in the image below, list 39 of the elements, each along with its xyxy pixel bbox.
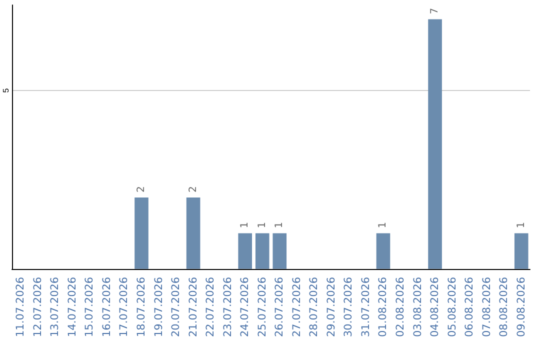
x-tick-label: 17.07.2026 xyxy=(118,276,130,338)
x-tick-label: 09.08.2026 xyxy=(515,276,528,338)
data-label: 1 xyxy=(516,222,527,228)
x-tick-label: 21.07.2026 xyxy=(187,276,200,338)
data-label: 1 xyxy=(256,222,268,228)
data-label: 1 xyxy=(378,222,389,228)
x-tick-label: 18.07.2026 xyxy=(136,276,148,338)
x-tick-label: 05.08.2026 xyxy=(446,276,458,338)
x-tick-label: 16.07.2026 xyxy=(100,276,113,338)
x-tick-label: 20.07.2026 xyxy=(170,276,182,338)
x-tick-label: 31.07.2026 xyxy=(360,276,372,338)
x-tick-label: 03.08.2026 xyxy=(412,276,424,338)
x-tick-label: 08.08.2026 xyxy=(498,276,510,338)
data-label: 1 xyxy=(274,222,286,228)
x-tick-label: 13.07.2026 xyxy=(49,276,62,338)
x-tick-label: 27.07.2026 xyxy=(290,276,303,338)
x-tick-label: 28.07.2026 xyxy=(308,276,320,338)
x-tick-label: 15.07.2026 xyxy=(84,276,96,338)
x-tick-label: 01.08.2026 xyxy=(377,276,390,338)
x-tick-label: 25.07.2026 xyxy=(256,276,268,338)
data-label: 7 xyxy=(430,8,441,14)
x-tick-label: 07.08.2026 xyxy=(480,276,493,338)
x-tick-label: 02.08.2026 xyxy=(394,276,406,338)
data-label: 1 xyxy=(240,222,251,228)
x-tick-label: 12.07.2026 xyxy=(32,276,44,338)
x-tick-label: 30.07.2026 xyxy=(342,276,355,338)
x-tick-label: 24.07.2026 xyxy=(239,276,252,338)
x-tick-label: 04.08.2026 xyxy=(429,276,442,338)
x-tick-label: 14.07.2026 xyxy=(66,276,78,338)
x-tick-label: 23.07.2026 xyxy=(222,276,234,338)
x-tick-label: 29.07.2026 xyxy=(325,276,338,338)
data-label: 2 xyxy=(136,186,147,193)
data-label: 2 xyxy=(188,186,199,193)
x-tick-label: 22.07.2026 xyxy=(204,276,217,338)
x-tick-label: 06.08.2026 xyxy=(464,276,476,338)
y-tick-label: 5 xyxy=(2,88,10,93)
x-tick-label: 19.07.2026 xyxy=(152,276,165,338)
x-tick-label: 11.07.2026 xyxy=(14,276,27,338)
x-tick-label: 26.07.2026 xyxy=(274,276,286,338)
